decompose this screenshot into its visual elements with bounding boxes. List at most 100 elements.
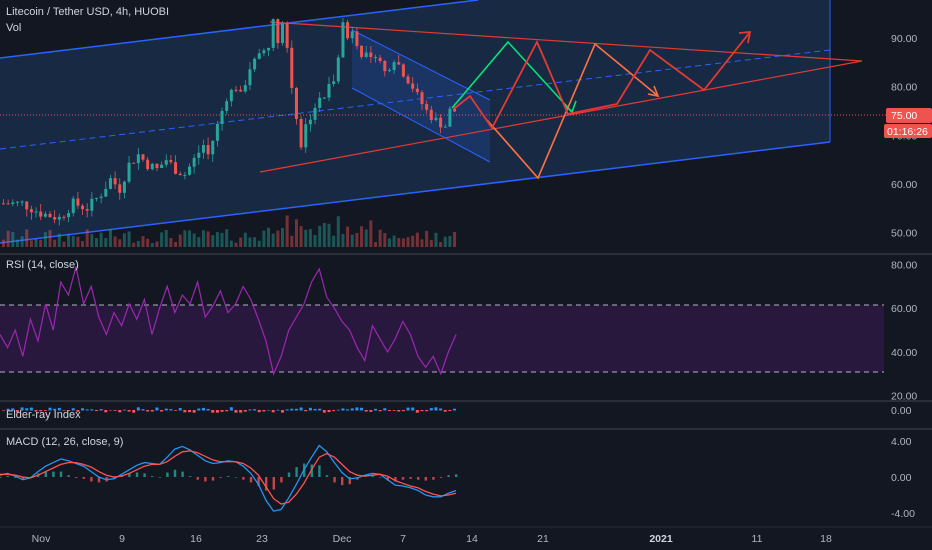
macd-signal-line	[0, 450, 457, 505]
flag-lower-line[interactable]	[351, 87, 491, 163]
elder-ray-bar	[318, 408, 322, 411]
elder-ray-bar	[378, 410, 382, 412]
macd-histogram-bar	[394, 477, 397, 482]
projection-red-arrowhead	[738, 30, 752, 44]
volume-bar	[248, 237, 252, 247]
candle-body	[215, 123, 219, 141]
volume-bar	[364, 229, 368, 247]
volume-bar	[299, 226, 303, 247]
elder-ray-bar	[243, 410, 247, 412]
candle-body	[239, 89, 243, 92]
flag-upper-line[interactable]	[351, 29, 491, 101]
macd-histogram-bar	[14, 477, 17, 478]
volume-bar	[383, 233, 387, 247]
candle-body	[271, 19, 275, 48]
candle-body	[378, 57, 382, 61]
rsi-pane[interactable]: 80.00 60.00 40.00 20.00	[0, 260, 917, 403]
volume-bar	[127, 231, 131, 247]
volume-bar	[2, 239, 5, 247]
candle-body	[429, 109, 433, 121]
elder-ray-bar	[192, 410, 196, 413]
volume-bar	[62, 241, 66, 247]
elder-ray-title[interactable]: Elder-ray Index	[6, 409, 81, 421]
candle-body	[122, 181, 126, 193]
candle-body	[85, 209, 89, 211]
candle-body	[327, 83, 331, 98]
macd-histogram-bar	[287, 472, 291, 477]
projection-green-path[interactable]	[451, 40, 573, 113]
elder-ray-bar	[420, 410, 424, 412]
candle-body	[76, 198, 80, 206]
elder-ray-bar	[434, 407, 438, 411]
projection-orange-arrowhead	[647, 85, 660, 98]
elder-ray-bar	[90, 409, 94, 411]
rsi-title[interactable]: RSI (14, close)	[6, 259, 79, 271]
elder-ray-bar	[290, 408, 294, 411]
candle-body	[132, 162, 136, 164]
elder-ray-bar	[448, 410, 452, 412]
elder-ray-bar	[429, 408, 433, 411]
time-axis-label: Nov	[32, 533, 51, 545]
macd-histogram-bar	[82, 477, 85, 479]
macd-pane[interactable]: 4.00 0.00 -4.00	[0, 436, 915, 520]
price-axis-tick: 60.00	[891, 179, 917, 191]
candle-body	[336, 57, 340, 82]
candle-body	[281, 23, 284, 44]
elder-axis[interactable]: 0.00	[891, 405, 912, 417]
candle-body	[397, 62, 401, 65]
volume-bar	[360, 226, 364, 247]
rsi-axis[interactable]: 80.00 60.00 40.00 20.00	[891, 260, 917, 403]
channel-upper-line[interactable]	[0, 0, 479, 59]
elder-ray-bar	[401, 410, 405, 412]
projection-red-path[interactable]	[454, 31, 751, 130]
volume-bar	[229, 240, 233, 247]
candle-body	[34, 211, 38, 213]
volume-bar	[453, 231, 457, 247]
elder-ray-bar	[225, 410, 229, 412]
macd-histogram-bar	[424, 477, 427, 481]
candle-body	[81, 205, 85, 210]
volume-label[interactable]: Vol	[6, 22, 21, 34]
time-axis-label: 11	[752, 533, 763, 545]
volume-bar	[318, 225, 322, 247]
elder-ray-bar	[387, 410, 391, 412]
elder-ray-bar	[118, 410, 122, 413]
time-axis-label: 7	[400, 533, 406, 545]
macd-histogram-bar	[6, 476, 9, 477]
macd-histogram-bar	[401, 477, 405, 480]
price-axis-tick: 50.00	[891, 228, 917, 240]
channel-lower-line[interactable]	[0, 141, 831, 244]
candle-body	[146, 159, 150, 170]
elder-ray-bar	[229, 407, 233, 411]
candle-body	[43, 213, 47, 217]
volume-bar	[411, 235, 415, 247]
candle-body	[425, 104, 429, 110]
triangle-lower-line[interactable]	[259, 60, 863, 173]
candle-body	[118, 184, 122, 193]
elder-ray-bar	[285, 409, 289, 411]
volume-bar	[178, 234, 182, 247]
macd-title[interactable]: MACD (12, 26, close, 9)	[6, 436, 123, 448]
volume-bar	[104, 237, 108, 247]
macd-histogram-bar	[135, 472, 139, 477]
elder-ray-bar	[122, 409, 126, 411]
candle-body	[6, 203, 10, 205]
time-axis[interactable]: Nov 9 16 23 Dec 7 14 21 2021 11 18	[32, 533, 832, 545]
elder-ray-bars	[2, 407, 457, 413]
triangle-upper-line[interactable]	[269, 21, 863, 62]
candle-body	[253, 58, 257, 70]
elder-ray-bar	[215, 410, 219, 413]
candle-body	[2, 203, 5, 205]
volume-bar	[99, 232, 103, 247]
symbol-title[interactable]: Litecoin / Tether USD, 4h, HUOBI	[6, 6, 169, 18]
elder-ray-pane[interactable]: 0.00	[2, 405, 912, 417]
macd-histogram-bar	[333, 477, 336, 483]
macd-axis[interactable]: 4.00 0.00 -4.00	[891, 436, 915, 520]
volume-bar	[118, 239, 122, 247]
macd-histogram-bar	[242, 477, 245, 480]
candle-body	[155, 163, 159, 169]
candle-body	[108, 178, 112, 189]
